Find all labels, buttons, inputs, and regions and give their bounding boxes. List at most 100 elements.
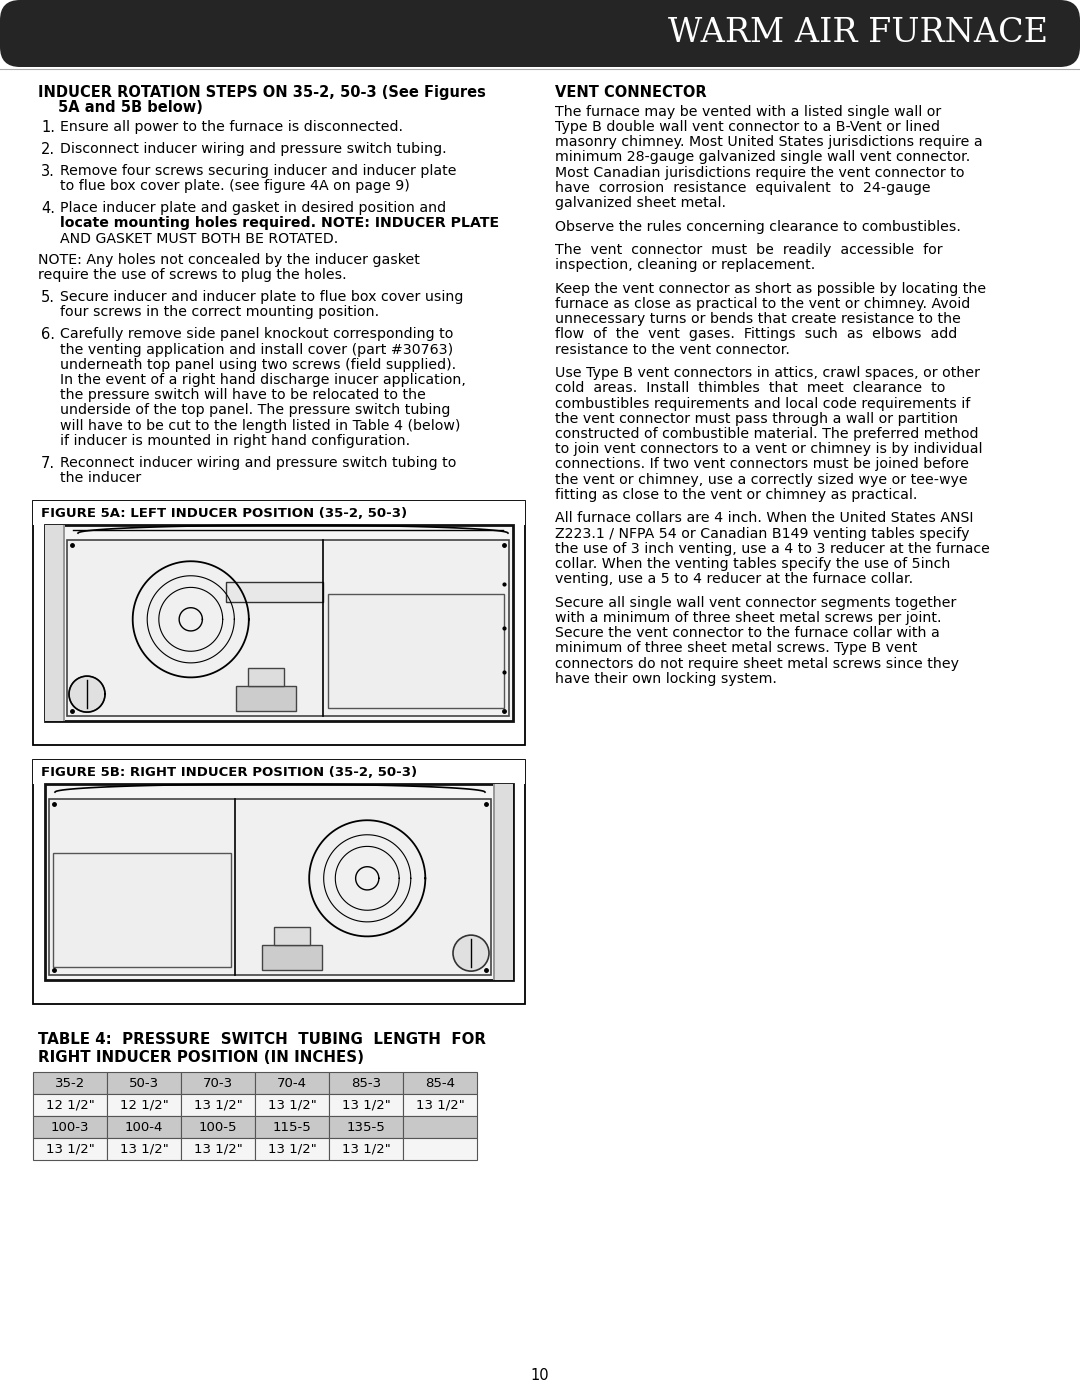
Bar [33, 1139, 107, 1161]
Text: Secure the vent connector to the furnace collar with a: Secure the vent connector to the furnace… [555, 626, 940, 640]
Text: 85-3: 85-3 [351, 1077, 381, 1090]
Text: Keep the vent connector as short as possible by locating the: Keep the vent connector as short as poss… [555, 282, 986, 296]
Text: NOTE: Any holes not concealed by the inducer gasket: NOTE: Any holes not concealed by the ind… [38, 253, 420, 267]
Text: 100-5: 100-5 [199, 1120, 238, 1134]
Text: 100-3: 100-3 [51, 1120, 90, 1134]
Text: 13 1/2": 13 1/2" [193, 1143, 242, 1155]
Text: 13 1/2": 13 1/2" [268, 1143, 316, 1155]
Text: Ensure all power to the furnace is disconnected.: Ensure all power to the furnace is disco… [60, 120, 403, 134]
Text: 12 1/2": 12 1/2" [45, 1099, 94, 1112]
Bar [49, 799, 491, 975]
Text: 13 1/2": 13 1/2" [193, 1099, 242, 1112]
Bar [255, 1073, 329, 1094]
Text: the vent connector must pass through a wall or partition: the vent connector must pass through a w… [555, 412, 958, 426]
Text: 5A and 5B below): 5A and 5B below) [58, 101, 203, 115]
Text: AND GASKET MUST BOTH BE ROTATED.: AND GASKET MUST BOTH BE ROTATED. [60, 232, 338, 246]
Text: will have to be cut to the length listed in Table 4 (below): will have to be cut to the length listed… [60, 419, 460, 433]
Bar [33, 760, 525, 1004]
Text: 4.: 4. [41, 201, 55, 217]
Bar [495, 784, 513, 981]
Text: Observe the rules concerning clearance to combustibles.: Observe the rules concerning clearance t… [555, 219, 961, 233]
Bar [403, 1073, 477, 1094]
Bar [329, 1116, 403, 1139]
Bar [33, 1094, 107, 1116]
Text: Secure all single wall vent connector segments together: Secure all single wall vent connector se… [555, 595, 957, 609]
Text: collar. When the venting tables specify the use of 5inch: collar. When the venting tables specify … [555, 557, 950, 571]
Text: RIGHT INDUCER POSITION (IN INCHES): RIGHT INDUCER POSITION (IN INCHES) [38, 1049, 364, 1065]
Bar [107, 1094, 181, 1116]
Bar [33, 502, 525, 745]
Bar [45, 525, 63, 721]
Bar [107, 1116, 181, 1139]
Text: 2.: 2. [41, 142, 55, 156]
Text: 135-5: 135-5 [347, 1120, 386, 1134]
Text: with a minimum of three sheet metal screws per joint.: with a minimum of three sheet metal scre… [555, 610, 942, 624]
Text: 35-2: 35-2 [55, 1077, 85, 1090]
Text: 13 1/2": 13 1/2" [341, 1143, 390, 1155]
Text: In the event of a right hand discharge inucer application,: In the event of a right hand discharge i… [60, 373, 465, 387]
Bar [403, 1139, 477, 1161]
Text: 7.: 7. [41, 455, 55, 471]
Bar [181, 1139, 255, 1161]
Text: Z223.1 / NFPA 54 or Canadian B149 venting tables specify: Z223.1 / NFPA 54 or Canadian B149 ventin… [555, 527, 970, 541]
Text: 13 1/2": 13 1/2" [341, 1099, 390, 1112]
Bar [33, 1116, 107, 1139]
Text: Use Type B vent connectors in attics, crawl spaces, or other: Use Type B vent connectors in attics, cr… [555, 366, 980, 380]
Bar [181, 1073, 255, 1094]
Text: venting, use a 5 to 4 reducer at the furnace collar.: venting, use a 5 to 4 reducer at the fur… [555, 573, 913, 587]
Circle shape [453, 935, 489, 971]
Bar [329, 1094, 403, 1116]
Text: if inducer is mounted in right hand configuration.: if inducer is mounted in right hand conf… [60, 434, 410, 448]
Text: to join vent connectors to a vent or chimney is by individual: to join vent connectors to a vent or chi… [555, 443, 983, 457]
Text: require the use of screws to plug the holes.: require the use of screws to plug the ho… [38, 268, 347, 282]
Text: 5.: 5. [41, 291, 55, 305]
Bar [255, 1139, 329, 1161]
Text: the use of 3 inch venting, use a 4 to 3 reducer at the furnace: the use of 3 inch venting, use a 4 to 3 … [555, 542, 990, 556]
Text: 70-4: 70-4 [276, 1077, 307, 1090]
Bar [33, 1073, 107, 1094]
Bar [53, 852, 231, 967]
Text: combustibles requirements and local code requirements if: combustibles requirements and local code… [555, 397, 970, 411]
Text: unnecessary turns or bends that create resistance to the: unnecessary turns or bends that create r… [555, 313, 961, 327]
Text: VENT CONNECTOR: VENT CONNECTOR [555, 85, 706, 101]
Bar [181, 1116, 255, 1139]
Bar [63, 525, 65, 721]
Text: 13 1/2": 13 1/2" [416, 1099, 464, 1112]
Text: INDUCER ROTATION STEPS ON 35-2, 50-3 (See Figures: INDUCER ROTATION STEPS ON 35-2, 50-3 (Se… [38, 85, 486, 101]
Text: Reconnect inducer wiring and pressure switch tubing to: Reconnect inducer wiring and pressure sw… [60, 455, 457, 469]
Text: Disconnect inducer wiring and pressure switch tubing.: Disconnect inducer wiring and pressure s… [60, 142, 447, 156]
Text: 13 1/2": 13 1/2" [268, 1099, 316, 1112]
Text: 100-4: 100-4 [125, 1120, 163, 1134]
Text: All furnace collars are 4 inch. When the United States ANSI: All furnace collars are 4 inch. When the… [555, 511, 973, 525]
Text: connections. If two vent connectors must be joined before: connections. If two vent connectors must… [555, 457, 969, 471]
Text: have their own locking system.: have their own locking system. [555, 672, 777, 686]
Text: The furnace may be vented with a listed single wall or: The furnace may be vented with a listed … [555, 105, 942, 119]
Bar [329, 1139, 403, 1161]
Text: the venting application and install cover (part #30763): the venting application and install cove… [60, 342, 454, 356]
Bar [328, 594, 504, 708]
Text: TABLE 4:  PRESSURE  SWITCH  TUBING  LENGTH  FOR: TABLE 4: PRESSURE SWITCH TUBING LENGTH F… [38, 1032, 486, 1048]
Text: furnace as close as practical to the vent or chimney. Avoid: furnace as close as practical to the ven… [555, 298, 970, 312]
Text: Place inducer plate and gasket in desired position and: Place inducer plate and gasket in desire… [60, 201, 446, 215]
Text: connectors do not require sheet metal screws since they: connectors do not require sheet metal sc… [555, 657, 959, 671]
Bar [248, 668, 284, 686]
Text: galvanized sheet metal.: galvanized sheet metal. [555, 196, 726, 210]
Text: flow  of  the  vent  gases.  Fittings  such  as  elbows  add: flow of the vent gases. Fittings such as… [555, 327, 957, 341]
Bar [262, 946, 322, 970]
Bar [329, 1073, 403, 1094]
Text: 12 1/2": 12 1/2" [120, 1099, 168, 1112]
Bar [274, 928, 310, 946]
Bar [33, 502, 525, 525]
Text: 13 1/2": 13 1/2" [120, 1143, 168, 1155]
FancyBboxPatch shape [0, 0, 1080, 67]
Bar [107, 1073, 181, 1094]
Bar [181, 1094, 255, 1116]
Text: FIGURE 5B: RIGHT INDUCER POSITION (35-2, 50-3): FIGURE 5B: RIGHT INDUCER POSITION (35-2,… [41, 766, 417, 778]
Text: The  vent  connector  must  be  readily  accessible  for: The vent connector must be readily acces… [555, 243, 943, 257]
Text: fitting as close to the vent or chimney as practical.: fitting as close to the vent or chimney … [555, 488, 917, 502]
Text: masonry chimney. Most United States jurisdictions require a: masonry chimney. Most United States juri… [555, 136, 983, 149]
Bar [33, 760, 525, 784]
Text: 115-5: 115-5 [272, 1120, 311, 1134]
Text: resistance to the vent connector.: resistance to the vent connector. [555, 342, 789, 356]
Text: Secure inducer and inducer plate to flue box cover using: Secure inducer and inducer plate to flue… [60, 291, 463, 305]
